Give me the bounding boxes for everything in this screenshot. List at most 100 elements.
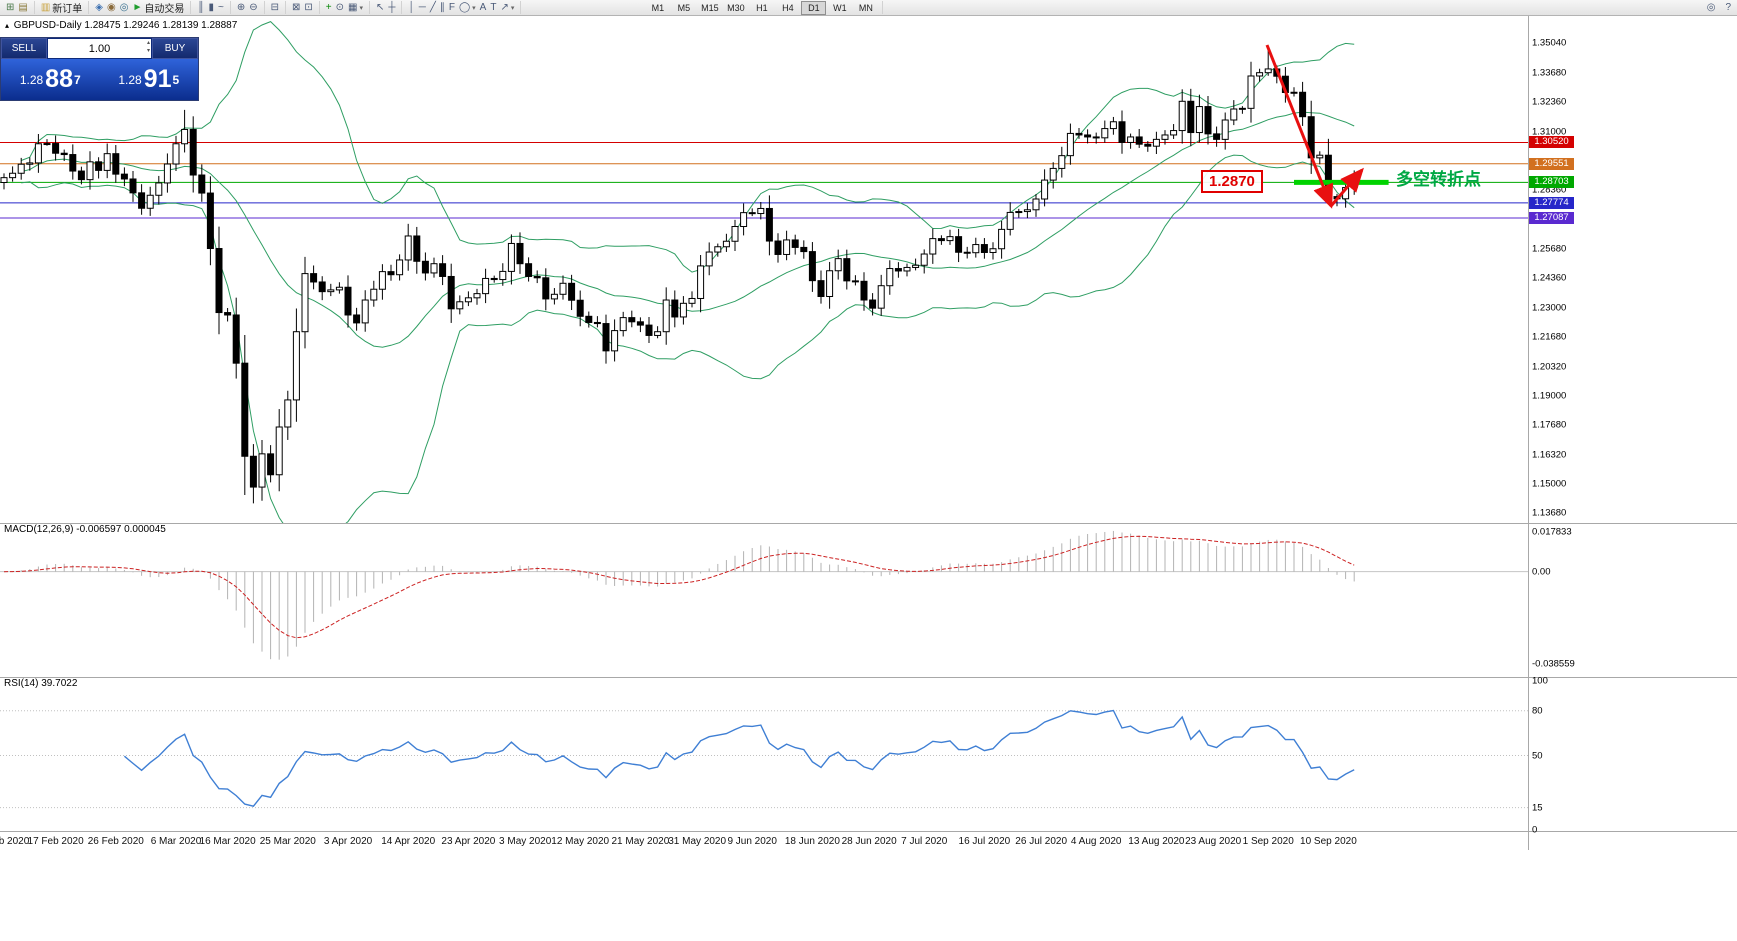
chart-marker-icon: ▴ — [5, 21, 10, 30]
line-chart-icon[interactable]: ~ — [216, 1, 226, 14]
zoom-out-icon[interactable]: ⊖ — [247, 1, 259, 14]
timeframe-m30-button[interactable]: M30 — [727, 2, 745, 13]
templates-icon-glyph: ▦ — [348, 2, 358, 13]
turning-point-note[interactable]: 多空转折点 — [1396, 170, 1481, 189]
profiles-icon[interactable]: ▤ — [16, 1, 29, 14]
profiles-icon-glyph: ▤ — [18, 2, 28, 13]
crosshair-icon-glyph: ┼ — [388, 2, 396, 13]
macd-values: -0.006597 0.000045 — [76, 524, 166, 535]
channel-icon[interactable]: ∥ — [438, 1, 447, 14]
autotrade-button-label: 自动交易 — [144, 4, 185, 15]
text-icon[interactable]: A — [478, 1, 489, 14]
data-window-icon-glyph: ◉ — [107, 2, 116, 13]
toolbar-right-group: ◎? — [1705, 1, 1733, 14]
label-icon[interactable]: T — [488, 1, 498, 14]
macd-label: MACD(12,26,9) -0.006597 0.000045 — [4, 524, 166, 535]
zoom-out-icon-glyph: ⊖ — [249, 2, 258, 13]
trendline-icon-glyph: ╱ — [429, 2, 436, 13]
market-watch-icon-glyph: ◈ — [95, 2, 103, 13]
rsi-value: 39.7022 — [41, 678, 78, 689]
toolbar-group: │ ─ ╱ ∥ F ◯ ▾ A T ↗ ▾ — [402, 1, 522, 14]
one-click-trading-panel: SELL 1.00 ▴ ▾ BUY 1.28 88 7 1.28 91 5 — [0, 37, 199, 101]
periods-icon[interactable]: ⊙ — [334, 1, 346, 14]
arrows-icon-dropdown[interactable]: ▾ — [510, 4, 515, 12]
candlestick-chart-icon[interactable]: ▮ — [206, 1, 216, 14]
horizontal-line-icon-glyph: ─ — [418, 2, 426, 13]
sell-button[interactable]: SELL — [1, 38, 47, 59]
new-order-button-label: 新订单 — [52, 4, 83, 15]
volume-increase-button[interactable]: ▴ — [146, 40, 150, 46]
fibonacci-icon[interactable]: F — [447, 1, 457, 14]
chart-shift-icon[interactable]: ⊡ — [302, 1, 314, 14]
ohlc-readout: 1.28475 1.29246 1.28139 1.28887 — [84, 20, 238, 31]
crosshair-icon[interactable]: ┼ — [386, 1, 397, 14]
toolbar-group: ⊞ ▤ — [0, 1, 35, 14]
data-window-icon[interactable]: ◉ — [105, 1, 118, 14]
bid-big-digits: 88 — [45, 65, 73, 93]
ask-pip-digit: 5 — [172, 72, 180, 87]
trendline-icon[interactable]: ╱ — [428, 1, 438, 14]
add-indicator-icon-glyph: + — [325, 2, 332, 13]
market-watch-icon[interactable]: ◈ — [93, 1, 105, 14]
vertical-line-icon[interactable]: │ — [406, 1, 416, 14]
volume-decrease-button[interactable]: ▾ — [146, 48, 150, 54]
auto-scroll-icon[interactable]: ⊠ — [290, 1, 302, 14]
navigator-icon-glyph: ◎ — [119, 2, 129, 13]
label-icon-glyph: T — [490, 2, 497, 13]
timeframe-mn-button[interactable]: MN — [858, 2, 873, 13]
arrows-icon-glyph: ↗ — [500, 2, 509, 13]
ask-price[interactable]: 1.28 91 5 — [100, 59, 199, 100]
ask-big-digits: 91 — [143, 65, 172, 93]
timeframe-m15-button[interactable]: M15 — [701, 2, 719, 13]
toolbar-group: ⊠ ⊡ — [286, 1, 320, 14]
volume-value: 1.00 — [88, 42, 111, 55]
candlestick-chart-icon-glyph: ▮ — [208, 2, 214, 13]
templates-icon[interactable]: ▦ ▾ — [346, 1, 365, 14]
zoom-in-icon[interactable]: ⊕ — [235, 1, 247, 14]
toolbar-group: ▥ 新订单 — [35, 1, 90, 15]
timeframe-m5-button[interactable]: M5 — [677, 2, 691, 13]
periods-icon-glyph: ⊙ — [335, 2, 345, 13]
toolbar-group: ◈ ◉ ◎ ► 自动交易 — [89, 1, 192, 15]
templates-icon-dropdown[interactable]: ▾ — [359, 4, 363, 12]
navigator-icon[interactable]: ◎ — [118, 1, 131, 14]
zoom-in-icon-glyph: ⊕ — [236, 2, 246, 13]
text-icon-glyph: A — [479, 2, 487, 13]
horizontal-line-icon[interactable]: ─ — [417, 1, 428, 14]
symbol-name: GBPUSD-Daily — [13, 20, 82, 31]
add-indicator-icon[interactable]: + — [324, 1, 334, 14]
toolbar-group: ↖ ┼ — [370, 1, 403, 14]
toolbar-group: + ⊙ ▦ ▾ — [320, 1, 370, 14]
timeframe-h1-button[interactable]: H1 — [756, 2, 768, 13]
shapes-icon-glyph: ◯ — [458, 2, 471, 13]
buy-button[interactable]: BUY — [152, 38, 198, 59]
toolbar-group: ║ ▮ ~ — [191, 1, 231, 14]
timeframe-m1-button[interactable]: M1 — [651, 2, 665, 13]
shapes-icon[interactable]: ◯ ▾ — [457, 1, 478, 14]
toolbar-group: ⊟ — [265, 1, 286, 14]
tile-windows-icon-glyph: ⊟ — [270, 2, 279, 13]
timeframe-w1-button[interactable]: W1 — [833, 2, 847, 13]
arrows-icon[interactable]: ↗ ▾ — [498, 1, 516, 14]
rsi-label: RSI(14) 39.7022 — [4, 678, 77, 689]
tile-windows-icon[interactable]: ⊟ — [269, 1, 281, 14]
price-callout-1-2870[interactable]: 1.2870 — [1201, 170, 1263, 193]
timeframe-d1-button[interactable]: D1 — [801, 0, 827, 15]
volume-field[interactable]: 1.00 ▴ ▾ — [48, 39, 151, 58]
new-order-button[interactable]: ▥ 新订单 — [39, 1, 84, 15]
new-chart-icon-glyph: ⊞ — [6, 2, 15, 13]
search-icon[interactable]: ◎ — [1705, 1, 1718, 14]
autotrade-button[interactable]: ► 自动交易 — [130, 1, 186, 15]
bid-price[interactable]: 1.28 88 7 — [1, 59, 100, 100]
vertical-line-icon-glyph: │ — [408, 2, 415, 13]
cursor-icon[interactable]: ↖ — [374, 1, 386, 14]
auto-scroll-icon-glyph: ⊠ — [292, 2, 301, 13]
new-chart-icon[interactable]: ⊞ — [4, 1, 16, 14]
help-icon[interactable]: ? — [1723, 1, 1733, 14]
shapes-icon-dropdown[interactable]: ▾ — [472, 4, 476, 12]
timeframe-group: M1 M5 M15 M30 H1 H4 D1 W1 MN — [641, 0, 884, 15]
bar-chart-icon[interactable]: ║ — [195, 1, 206, 14]
timeframe-h4-button[interactable]: H4 — [782, 2, 794, 13]
bid-pip-digit: 7 — [73, 72, 81, 87]
